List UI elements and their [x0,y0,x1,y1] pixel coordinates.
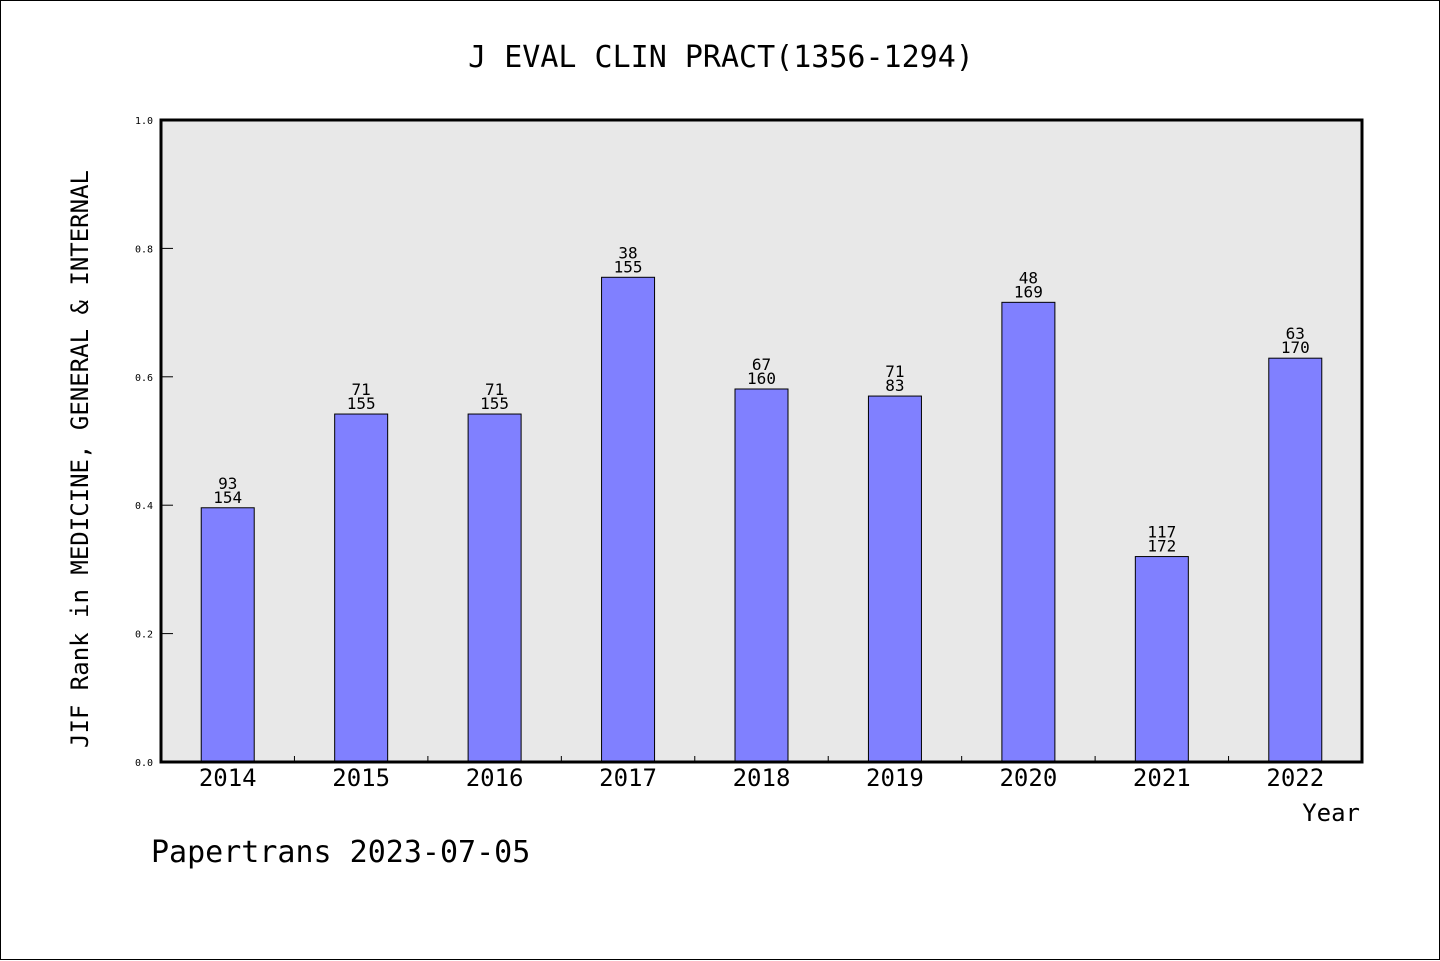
y-tick-label: 1.0 [135,116,153,127]
bar-2018 [734,388,789,763]
bar-2017 [601,276,656,763]
bar-label-total-2017: 155 [614,257,643,276]
x-tick-label-2019: 2019 [866,764,924,792]
bar-2014 [200,507,255,763]
bar-label-total-2014: 154 [213,488,242,507]
x-tick-label-2015: 2015 [332,764,390,792]
y-tick-label: 0.0 [135,758,153,769]
bar-2015 [334,413,389,763]
x-tick-label-2016: 2016 [466,764,524,792]
x-tick-label-2017: 2017 [599,764,657,792]
y-tick-label: 0.6 [135,373,153,384]
x-tick-label-2018: 2018 [733,764,791,792]
chart-title: J EVAL CLIN PRACT(1356-1294) [468,40,974,75]
bar-label-total-2021: 172 [1147,537,1176,556]
bar-label-total-2022: 170 [1281,338,1310,357]
x-tick-label-2020: 2020 [999,764,1057,792]
bar-label-total-2019: 83 [885,376,904,395]
bar-label-total-2016: 155 [480,394,509,413]
bar-label-rank-2020: 48 [1019,268,1038,287]
x-tick-label-2021: 2021 [1133,764,1191,792]
bar-2021 [1134,556,1189,763]
bar-label-rank-2022: 63 [1286,324,1305,343]
y-tick-label: 0.4 [135,501,153,512]
bar-label-rank-2014: 93 [218,474,237,493]
x-tick-label-2014: 2014 [199,764,257,792]
bar-2019 [867,395,922,763]
footer-credit: Papertrans 2023-07-05 [151,835,531,870]
y-tick-label: 0.8 [135,244,153,255]
bar-2020 [1001,301,1056,763]
bar-2016 [467,413,522,763]
bar-label-total-2015: 155 [347,394,376,413]
bar-label-total-2018: 160 [747,369,776,388]
bar-label-rank-2015: 71 [352,380,371,399]
bar-label-rank-2018: 67 [752,355,771,374]
y-axis-label: JIF Rank in MEDICINE, GENERAL & INTERNAL [66,170,94,748]
bar-label-rank-2021: 117 [1147,523,1176,542]
x-axis-label: Year [1302,799,1360,827]
bar-label-rank-2019: 71 [885,362,904,381]
y-tick-label: 0.2 [135,630,153,641]
bar-label-rank-2017: 38 [618,243,637,262]
plot-border [159,118,1364,764]
x-tick-label-2022: 2022 [1266,764,1324,792]
bar-2022 [1268,357,1323,763]
bar-label-total-2020: 169 [1014,282,1043,301]
bar-label-rank-2016: 71 [485,380,504,399]
